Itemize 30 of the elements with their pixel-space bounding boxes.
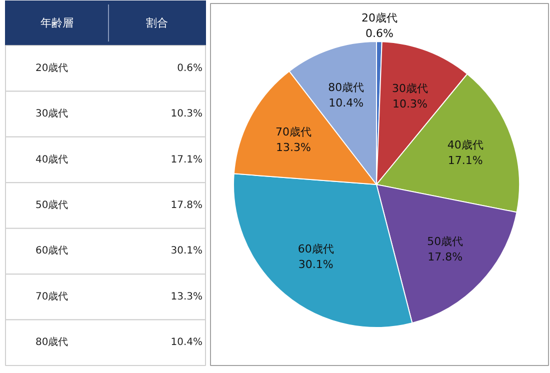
category-label: 60歳代 (36, 246, 68, 257)
data-label: 10.3% (392, 98, 428, 111)
text: 30.1% (298, 258, 334, 272)
data-label: 17.1% (448, 154, 483, 167)
data-label: 10.4% (328, 96, 364, 110)
text: 10.3% (170, 108, 203, 120)
text: 0.6% (177, 62, 202, 74)
text: 年齢層 (40, 16, 74, 30)
slice-label: 40歳代 (447, 138, 484, 152)
slice-label: 80歳代 (328, 80, 364, 94)
category-label: 80歳代 (36, 337, 68, 348)
data-label: 30.1% (170, 246, 203, 257)
data-label: 0.6% (366, 27, 394, 40)
slice-label: 60歳代 (298, 242, 334, 256)
slice-label: 30歳代 (392, 82, 428, 95)
data-label: 13.3% (276, 140, 311, 154)
text: 17.1% (170, 154, 203, 166)
category-label: 40歳代 (36, 154, 68, 166)
text: 13.3% (170, 291, 203, 302)
text: 10.4% (170, 337, 203, 348)
text: 17.8% (170, 200, 203, 211)
text: 割合 (146, 16, 168, 30)
category-label: 70歳代 (36, 291, 68, 302)
category-label: 50歳代 (36, 200, 68, 211)
slice-label: 50歳代 (427, 235, 464, 248)
slice-label: 70歳代 (275, 125, 312, 138)
slice-label: 20歳代 (362, 12, 398, 24)
category-label: 20歳代 (36, 62, 68, 74)
category-label: 30歳代 (36, 108, 68, 120)
data-label: 17.8% (428, 250, 463, 264)
